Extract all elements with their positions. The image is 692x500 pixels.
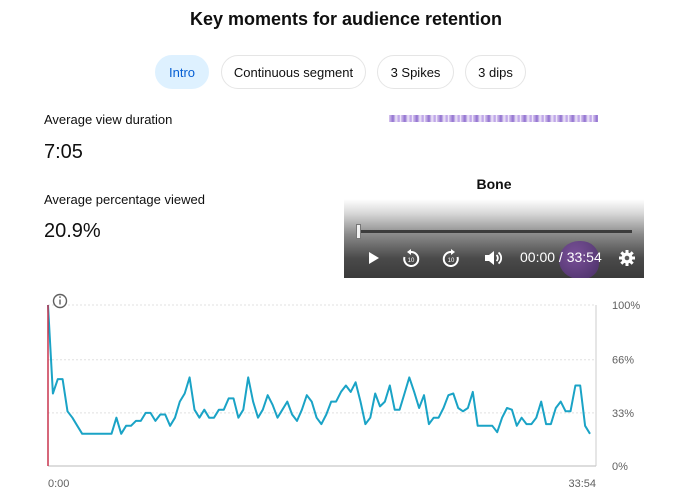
video-frame-object xyxy=(559,241,599,278)
avg-percent-label: Average percentage viewed xyxy=(44,192,205,207)
y-tick-label: 100% xyxy=(612,300,640,312)
svg-text:10: 10 xyxy=(448,258,455,264)
tab-continuous-segment[interactable]: Continuous segment xyxy=(221,55,366,89)
y-tick-label: 66% xyxy=(612,355,634,367)
moment-tabs: Intro Continuous segment 3 Spikes 3 dips xyxy=(0,55,692,89)
video-title: Bone xyxy=(476,176,512,192)
video-timecode: 00:00 / 33:54 xyxy=(520,249,602,265)
volume-icon[interactable] xyxy=(483,249,503,267)
avg-duration-value: 7:05 xyxy=(44,141,83,163)
video-player[interactable]: 10 10 00:00 / 33:54 xyxy=(344,199,644,278)
retention-chart: 0:00 33:54 100% 66% 33% 0% xyxy=(0,290,692,500)
y-tick-label: 0% xyxy=(612,461,628,473)
rewind-10-icon[interactable]: 10 xyxy=(401,249,421,267)
progress-track[interactable] xyxy=(356,230,632,233)
y-tick-label: 33% xyxy=(612,408,634,420)
progress-scrubber[interactable] xyxy=(356,224,361,239)
avg-percent-value: 20.9% xyxy=(44,220,101,242)
x-tick-start: 0:00 xyxy=(48,478,69,490)
gear-icon[interactable] xyxy=(618,249,636,267)
play-icon[interactable] xyxy=(364,249,382,267)
retention-series-line xyxy=(47,304,591,435)
x-tick-end: 33:54 xyxy=(568,478,596,490)
tab-3-spikes[interactable]: 3 Spikes xyxy=(377,55,454,89)
tab-3-dips[interactable]: 3 dips xyxy=(465,55,526,89)
retention-chart-svg: 0:00 33:54 100% 66% 33% 0% xyxy=(47,293,640,490)
page-title: Key moments for audience retention xyxy=(189,9,503,29)
svg-text:10: 10 xyxy=(408,258,415,264)
avg-duration-label: Average view duration xyxy=(44,112,173,127)
tab-intro[interactable]: Intro xyxy=(155,55,209,89)
forward-10-icon[interactable]: 10 xyxy=(441,249,461,267)
info-icon[interactable] xyxy=(52,293,68,309)
video-thumbnail-strip xyxy=(389,115,598,122)
